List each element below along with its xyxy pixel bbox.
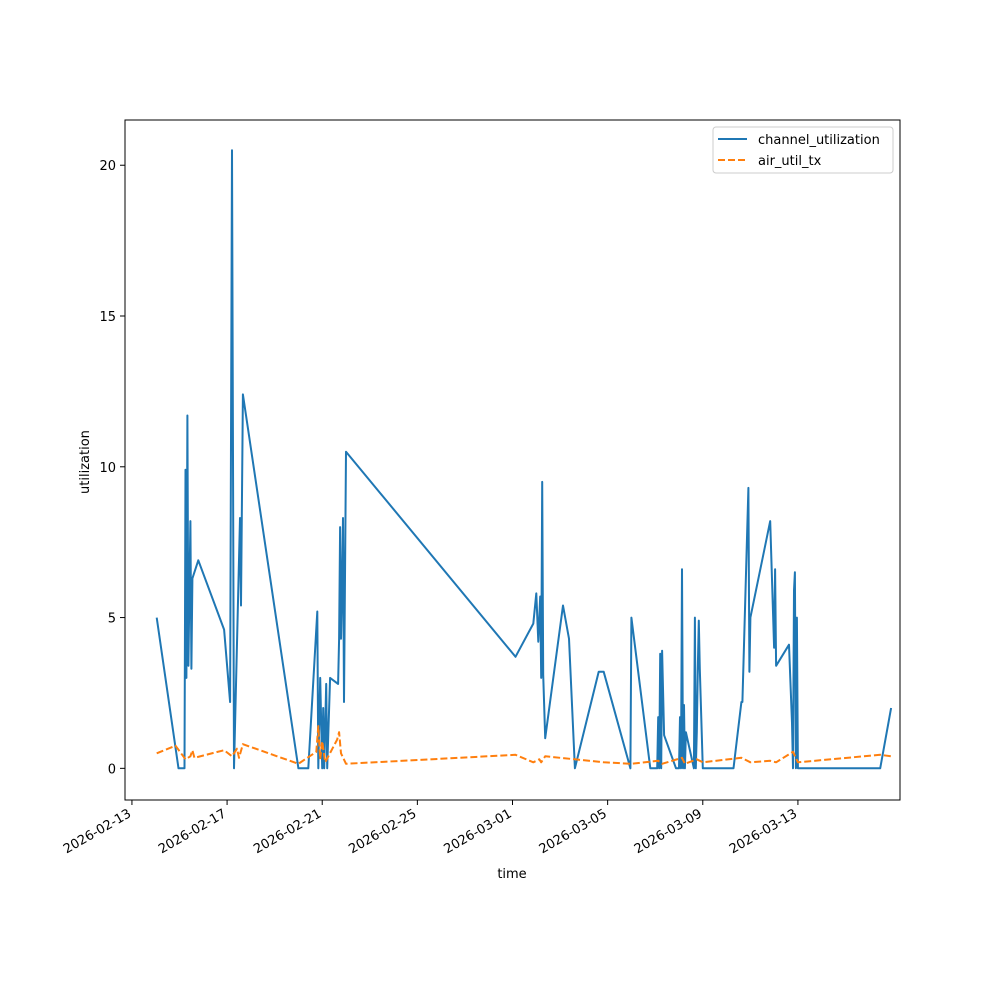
y-tick-label: 0 [108, 762, 116, 777]
y-axis-ticks: 0 5 10 15 20 [99, 159, 125, 777]
plot-frame [124, 119, 901, 801]
series-line-air-util-tx [156, 725, 892, 765]
plot-area [125, 120, 900, 800]
x-axis-label: time [497, 867, 526, 882]
legend: channel_utilization air_util_tx [712, 126, 894, 174]
y-tick-label: 15 [99, 310, 116, 325]
series-layer [155, 149, 893, 770]
y-axis-label: utilization [78, 430, 93, 494]
y-tick-label: 20 [99, 159, 116, 174]
legend-label-channel-utilization: channel_utilization [758, 133, 880, 148]
legend-box [712, 126, 894, 174]
y-tick-label: 10 [99, 461, 116, 476]
y-tick-label: 5 [108, 612, 116, 627]
legend-label-air-util-tx: air_util_tx [758, 154, 822, 169]
series-line-channel-utilization [155, 149, 893, 770]
